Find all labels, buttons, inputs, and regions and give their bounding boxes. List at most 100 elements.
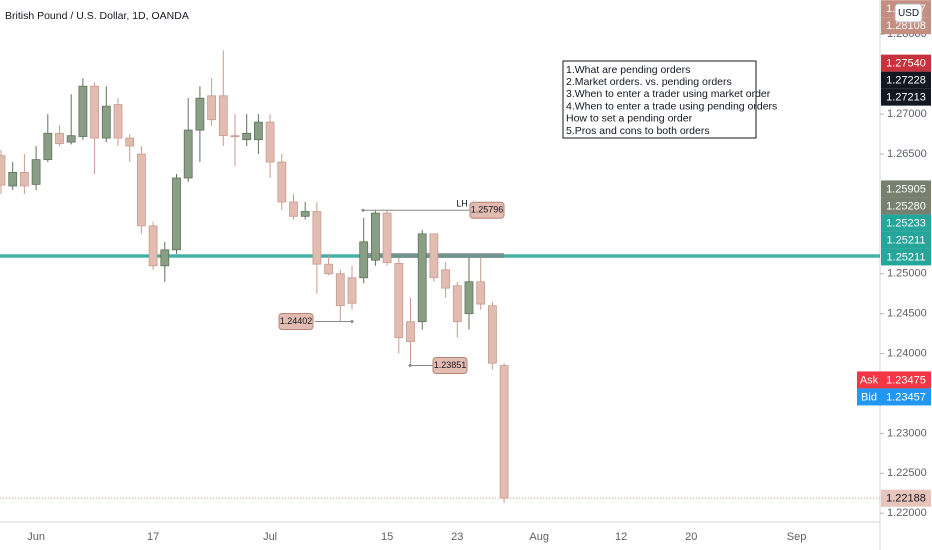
candle-body — [406, 321, 415, 343]
candle-body — [324, 263, 334, 275]
note-label: 1.23851 — [434, 360, 467, 370]
y-tick-label: 1.24000 — [887, 347, 927, 359]
candle-body — [347, 277, 357, 304]
price-tag — [881, 388, 931, 406]
plot — [0, 50, 880, 503]
candle-body — [78, 85, 88, 137]
candle-body — [125, 137, 135, 147]
candle-body — [66, 135, 76, 143]
candle-body — [172, 177, 181, 251]
y-tick-label: 1.22500 — [887, 467, 927, 479]
price-tag-label: 1.25280 — [886, 200, 926, 212]
candle-body — [101, 105, 111, 139]
candle-body — [19, 172, 29, 187]
y-tick-label: 1.23000 — [887, 427, 927, 439]
candle-body — [55, 132, 64, 145]
price-tag — [881, 248, 931, 266]
x-tick-label: Jul — [263, 531, 277, 543]
price-tag — [881, 88, 931, 106]
price-tag-label: 1.25905 — [886, 183, 926, 195]
candle-body — [31, 159, 41, 185]
x-tick-label: 15 — [381, 531, 393, 543]
price-tag-label: 1.23457 — [886, 391, 926, 403]
note-box — [432, 356, 468, 374]
x-tick-label: Aug — [529, 531, 549, 543]
chart-title: British Pound / U.S. Dollar, 1D, OANDA — [5, 10, 189, 22]
price-tag-label: 1.27213 — [886, 92, 926, 104]
candle-body — [452, 285, 462, 323]
price-tag-side — [857, 388, 881, 406]
price-tag — [881, 231, 931, 249]
candle-body — [499, 365, 509, 499]
candle-body — [417, 233, 427, 323]
text-box-line: 3.When to enter a trader using market or… — [566, 88, 771, 100]
candle-body — [289, 201, 298, 217]
x-tick-label: 17 — [147, 531, 159, 543]
price-tag-label: 1.25211 — [887, 251, 926, 263]
currency-label[interactable]: USD — [898, 8, 919, 19]
price-tag-side-label: Ask — [860, 374, 879, 386]
candle-body — [183, 129, 193, 179]
candle-body — [242, 132, 252, 141]
candle-body — [464, 281, 474, 315]
y-tick-label: 1.25000 — [887, 268, 927, 280]
price-tag-label: 1.23475 — [886, 374, 926, 386]
y-tick-label: 1.22000 — [887, 507, 927, 519]
candle-body — [476, 281, 486, 305]
y-tick-label: 1.24500 — [887, 308, 927, 320]
note-tag: LH — [456, 199, 468, 209]
price-tag-label: 1.27540 — [886, 58, 926, 70]
note-anchor — [361, 208, 365, 212]
price-tag — [881, 371, 931, 389]
candle-body — [230, 135, 240, 138]
candle-body — [265, 121, 275, 163]
candle-body — [0, 155, 6, 186]
price-tag — [881, 71, 931, 89]
candle-body — [8, 172, 18, 187]
text-box-line: 1.What are pending orders — [566, 64, 690, 76]
price-tag-side — [857, 371, 881, 389]
candle-body — [312, 211, 322, 265]
candle-body — [113, 104, 123, 139]
text-box-line: 2.Market orders. vs. pending orders — [566, 76, 732, 88]
text-box-line: How to set a pending order — [566, 113, 693, 125]
note-box — [469, 201, 505, 219]
x-tick-label: Jun — [27, 531, 45, 543]
candle-body — [148, 225, 158, 267]
candle-body — [429, 233, 439, 279]
price-tag — [881, 54, 931, 72]
text-box-line: 4.When to enter a trade using pending or… — [566, 100, 777, 112]
price-tag-label: 1.28108 — [886, 20, 926, 32]
price-tag-label: 1.25211 — [887, 234, 926, 246]
x-tick-label: Sep — [787, 531, 807, 543]
candle-body — [218, 95, 228, 137]
y-tick-label: 1.26500 — [887, 148, 927, 160]
candle-body — [382, 212, 392, 263]
price-tag — [881, 489, 931, 507]
candle-body — [394, 262, 404, 339]
note-anchor — [350, 320, 354, 324]
candle-body — [90, 85, 99, 139]
x-tick-label: 23 — [451, 531, 463, 543]
price-tag — [881, 214, 931, 232]
price-tag — [881, 180, 931, 198]
note-anchor — [408, 363, 412, 367]
candle-body — [43, 132, 53, 161]
y-tick-label: 1.27000 — [887, 108, 927, 120]
candle-body — [441, 269, 451, 289]
candle-body — [370, 212, 380, 261]
text-box-line: 5.Pros and cons to both orders — [566, 125, 710, 137]
price-tag-label: 1.22188 — [886, 493, 926, 505]
price-tag — [881, 197, 931, 215]
candle-body — [277, 161, 287, 203]
currency-button[interactable] — [894, 3, 923, 23]
note-label: 1.24402 — [280, 316, 313, 326]
candle-body — [359, 241, 369, 279]
candle-body — [136, 153, 146, 227]
candle-body — [207, 95, 217, 121]
candle-body — [253, 121, 263, 141]
price-tag-side-label: Bid — [861, 391, 877, 403]
x-tick-label: 20 — [685, 531, 697, 543]
